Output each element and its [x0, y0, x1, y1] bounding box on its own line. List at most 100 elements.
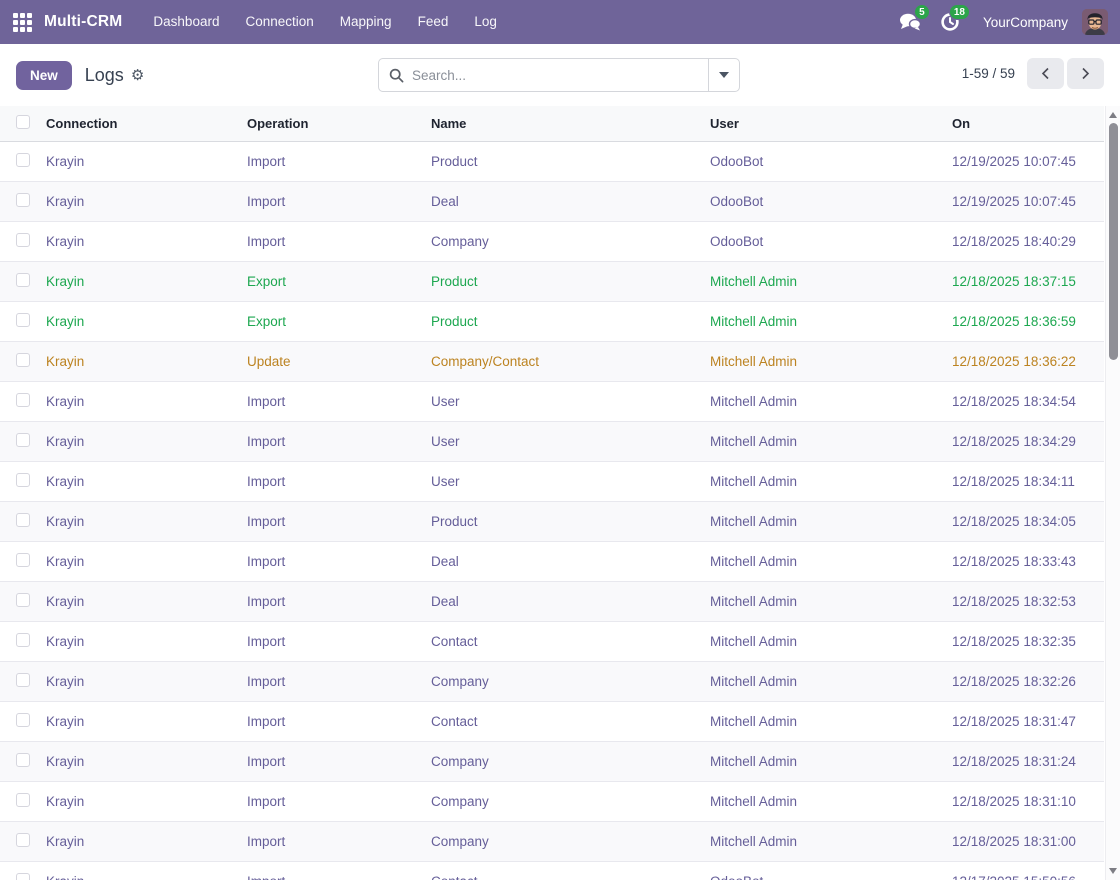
cell-on[interactable]: 12/18/2025 18:32:53: [946, 581, 1104, 621]
cell-on[interactable]: 12/18/2025 18:36:59: [946, 301, 1104, 341]
row-checkbox[interactable]: [16, 553, 30, 567]
row-checkbox[interactable]: [16, 873, 30, 880]
cell-name[interactable]: Company: [425, 661, 704, 701]
row-checkbox[interactable]: [16, 513, 30, 527]
row-checkbox[interactable]: [16, 833, 30, 847]
cell-on[interactable]: 12/18/2025 18:31:10: [946, 781, 1104, 821]
cell-connection[interactable]: Krayin: [40, 501, 241, 541]
cell-operation[interactable]: Import: [241, 501, 425, 541]
table-row[interactable]: Krayin Import Company OdooBot 12/18/2025…: [0, 221, 1104, 261]
cell-name[interactable]: Product: [425, 501, 704, 541]
scroll-down-button[interactable]: [1106, 864, 1120, 878]
new-button[interactable]: New: [16, 61, 72, 90]
cell-operation[interactable]: Import: [241, 661, 425, 701]
cell-name[interactable]: Product: [425, 141, 704, 181]
cell-on[interactable]: 12/18/2025 18:32:26: [946, 661, 1104, 701]
cell-operation[interactable]: Import: [241, 141, 425, 181]
cell-on[interactable]: 12/18/2025 18:31:24: [946, 741, 1104, 781]
search-field[interactable]: [379, 59, 708, 91]
cell-name[interactable]: Deal: [425, 581, 704, 621]
messages-button[interactable]: 5: [895, 7, 925, 37]
cell-name[interactable]: Company: [425, 221, 704, 261]
cell-name[interactable]: Deal: [425, 541, 704, 581]
table-row[interactable]: Krayin Export Product Mitchell Admin 12/…: [0, 261, 1104, 301]
cell-name[interactable]: Product: [425, 261, 704, 301]
cell-user[interactable]: Mitchell Admin: [704, 661, 946, 701]
cell-operation[interactable]: Import: [241, 381, 425, 421]
cell-operation[interactable]: Update: [241, 341, 425, 381]
cell-connection[interactable]: Krayin: [40, 381, 241, 421]
cell-operation[interactable]: Import: [241, 221, 425, 261]
row-checkbox[interactable]: [16, 273, 30, 287]
row-checkbox[interactable]: [16, 433, 30, 447]
apps-menu-button[interactable]: [0, 0, 44, 44]
cell-on[interactable]: 12/18/2025 18:37:15: [946, 261, 1104, 301]
activities-button[interactable]: 18: [935, 7, 965, 37]
search-options-toggle[interactable]: [708, 59, 739, 91]
cell-on[interactable]: 12/19/2025 10:07:45: [946, 181, 1104, 221]
cell-user[interactable]: Mitchell Admin: [704, 501, 946, 541]
column-header-name[interactable]: Name: [425, 106, 704, 141]
cell-on[interactable]: 12/18/2025 18:34:54: [946, 381, 1104, 421]
cell-user[interactable]: Mitchell Admin: [704, 821, 946, 861]
cell-name[interactable]: User: [425, 421, 704, 461]
cell-user[interactable]: OdooBot: [704, 141, 946, 181]
row-checkbox[interactable]: [16, 793, 30, 807]
menu-item-dashboard[interactable]: Dashboard: [140, 0, 232, 44]
cell-user[interactable]: OdooBot: [704, 181, 946, 221]
cell-name[interactable]: Company: [425, 781, 704, 821]
table-row[interactable]: Krayin Import User Mitchell Admin 12/18/…: [0, 381, 1104, 421]
cell-on[interactable]: 12/18/2025 18:34:05: [946, 501, 1104, 541]
table-row[interactable]: Krayin Import Company Mitchell Admin 12/…: [0, 741, 1104, 781]
scroll-up-button[interactable]: [1106, 108, 1120, 122]
cell-name[interactable]: User: [425, 381, 704, 421]
cell-connection[interactable]: Krayin: [40, 341, 241, 381]
cell-user[interactable]: Mitchell Admin: [704, 701, 946, 741]
cell-connection[interactable]: Krayin: [40, 701, 241, 741]
row-checkbox[interactable]: [16, 473, 30, 487]
row-checkbox[interactable]: [16, 313, 30, 327]
row-checkbox[interactable]: [16, 753, 30, 767]
table-row[interactable]: Krayin Import User Mitchell Admin 12/18/…: [0, 461, 1104, 501]
cell-name[interactable]: Contact: [425, 861, 704, 880]
cell-user[interactable]: Mitchell Admin: [704, 381, 946, 421]
cell-name[interactable]: Company: [425, 821, 704, 861]
cell-operation[interactable]: Import: [241, 541, 425, 581]
menu-item-log[interactable]: Log: [461, 0, 510, 44]
cell-connection[interactable]: Krayin: [40, 861, 241, 880]
table-row[interactable]: Krayin Import Contact Mitchell Admin 12/…: [0, 621, 1104, 661]
cell-operation[interactable]: Import: [241, 181, 425, 221]
pager-next-button[interactable]: [1067, 58, 1104, 89]
cell-on[interactable]: 12/18/2025 18:34:11: [946, 461, 1104, 501]
cell-user[interactable]: OdooBot: [704, 221, 946, 261]
cell-connection[interactable]: Krayin: [40, 181, 241, 221]
cell-connection[interactable]: Krayin: [40, 221, 241, 261]
cell-name[interactable]: Product: [425, 301, 704, 341]
cell-operation[interactable]: Import: [241, 621, 425, 661]
cell-user[interactable]: Mitchell Admin: [704, 741, 946, 781]
vertical-scrollbar[interactable]: [1105, 106, 1120, 880]
table-row[interactable]: Krayin Import Company Mitchell Admin 12/…: [0, 661, 1104, 701]
row-checkbox[interactable]: [16, 193, 30, 207]
select-all-checkbox[interactable]: [16, 115, 30, 129]
cell-connection[interactable]: Krayin: [40, 541, 241, 581]
cell-name[interactable]: Company/Contact: [425, 341, 704, 381]
cell-operation[interactable]: Import: [241, 781, 425, 821]
table-row[interactable]: Krayin Import Contact Mitchell Admin 12/…: [0, 701, 1104, 741]
table-row[interactable]: Krayin Import Deal Mitchell Admin 12/18/…: [0, 581, 1104, 621]
cell-connection[interactable]: Krayin: [40, 621, 241, 661]
table-row[interactable]: Krayin Import Product Mitchell Admin 12/…: [0, 501, 1104, 541]
cell-user[interactable]: Mitchell Admin: [704, 461, 946, 501]
menu-item-connection[interactable]: Connection: [232, 0, 326, 44]
cell-on[interactable]: 12/18/2025 18:33:43: [946, 541, 1104, 581]
table-row[interactable]: Krayin Import Company Mitchell Admin 12/…: [0, 821, 1104, 861]
column-header-user[interactable]: User: [704, 106, 946, 141]
cell-operation[interactable]: Import: [241, 741, 425, 781]
cell-name[interactable]: Company: [425, 741, 704, 781]
menu-item-feed[interactable]: Feed: [405, 0, 462, 44]
column-header-on[interactable]: On: [946, 106, 1104, 141]
cell-operation[interactable]: Export: [241, 261, 425, 301]
cell-connection[interactable]: Krayin: [40, 261, 241, 301]
column-header-operation[interactable]: Operation: [241, 106, 425, 141]
search-input[interactable]: [412, 68, 698, 83]
